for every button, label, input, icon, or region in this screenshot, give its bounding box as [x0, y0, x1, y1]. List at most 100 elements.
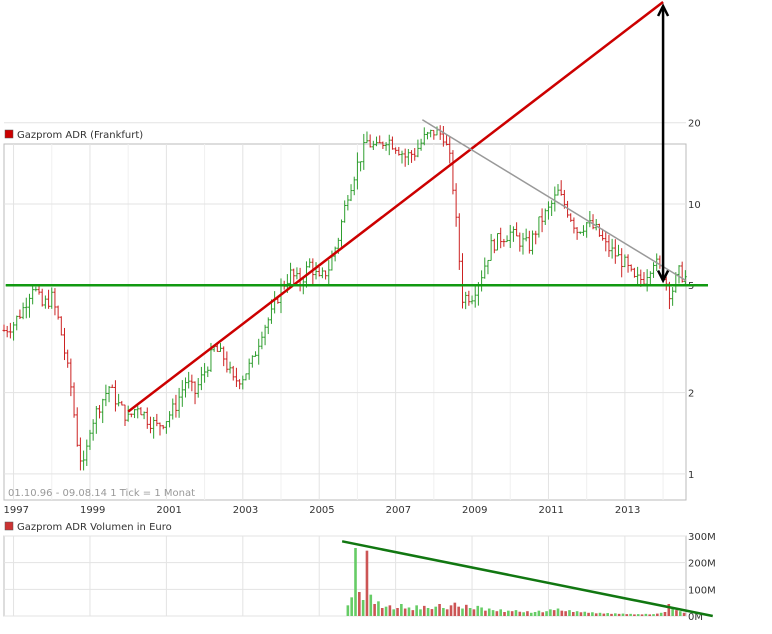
- volume-bar: [484, 610, 487, 616]
- ohlc-bar: [527, 230, 531, 254]
- volume-bar: [644, 613, 648, 616]
- ohlc-bar: [629, 264, 633, 272]
- volume-y-tick-label: 0M: [688, 612, 703, 623]
- volume-bar: [510, 611, 514, 616]
- ohlc-bar: [177, 387, 181, 418]
- ohlc-bar: [104, 384, 108, 407]
- volume-bar: [461, 608, 464, 616]
- volume-bar: [465, 604, 468, 616]
- ohlc-bar: [505, 235, 509, 243]
- ohlc-bar: [238, 379, 242, 390]
- ohlc-bar: [636, 266, 640, 286]
- ohlc-bar: [588, 211, 592, 228]
- ohlc-bar: [397, 146, 401, 156]
- volume-bars: [346, 548, 686, 616]
- volume-bar: [617, 613, 621, 616]
- volume-bar: [614, 613, 617, 616]
- ohlc-bar: [107, 385, 111, 403]
- volume-bar: [518, 611, 522, 616]
- ohlc-bar: [228, 361, 232, 374]
- ohlc-bar: [244, 373, 248, 381]
- ohlc-bar: [148, 416, 152, 434]
- volume-bar: [648, 614, 652, 616]
- ohlc-bar: [193, 381, 197, 405]
- volume-bar: [365, 550, 369, 616]
- volume-bar: [415, 605, 418, 616]
- y-tick-label: 2: [688, 389, 694, 400]
- price-ticks: 1997 1999 2001 2003 2005 2007 2009 2011 2013 1 2 5 1…: [4, 119, 701, 516]
- volume-bar: [564, 611, 567, 616]
- ohlc-bar: [72, 382, 76, 418]
- volume-bar: [591, 612, 594, 616]
- ohlc-bar: [266, 317, 270, 335]
- volume-bar: [560, 610, 564, 616]
- ohlc-bar: [59, 316, 63, 336]
- price-trendline: [127, 1, 664, 413]
- ohlc-bar: [617, 244, 621, 257]
- ohlc-bar: [572, 217, 576, 234]
- ohlc-bar: [384, 142, 388, 151]
- volume-plot-area: [3, 535, 687, 617]
- volume-bar: [522, 612, 525, 616]
- volume-bar: [678, 611, 682, 616]
- ohlc-bar: [187, 371, 191, 389]
- ohlc-bar: [234, 367, 238, 388]
- ohlc-bar: [88, 429, 92, 450]
- ohlc-bar: [467, 290, 471, 306]
- ohlc-bar: [18, 309, 22, 319]
- ohlc-bar: [136, 405, 140, 419]
- x-tick-label: 2005: [309, 505, 334, 516]
- ohlc-bar: [460, 253, 464, 309]
- ohlc-bar: [419, 138, 423, 151]
- volume-bar: [675, 610, 678, 616]
- ohlc-bar: [203, 363, 207, 383]
- volume-bar: [384, 606, 388, 616]
- ohlc-bar: [69, 358, 73, 397]
- ohlc-bar: [543, 208, 547, 225]
- volume-bar: [602, 613, 606, 616]
- x-tick-label: 2009: [462, 505, 487, 516]
- ohlc-bar: [120, 400, 124, 406]
- ohlc-bar: [375, 136, 379, 147]
- ohlc-bar: [142, 411, 146, 420]
- volume-bar: [621, 613, 625, 616]
- x-tick-label: 2003: [233, 505, 258, 516]
- ohlc-bar: [362, 133, 366, 170]
- y-tick-label: 1: [688, 470, 694, 481]
- ohlc-bar: [457, 213, 461, 270]
- ohlc-bar: [133, 409, 137, 419]
- ohlc-bar: [597, 223, 601, 237]
- ohlc-bar: [94, 405, 98, 434]
- ohlc-bar: [515, 222, 519, 237]
- ohlc-bar: [613, 239, 617, 264]
- volume-bar: [545, 611, 548, 616]
- ohlc-bar: [257, 338, 261, 365]
- ohlc-bar: [260, 331, 264, 350]
- ohlc-bar: [486, 259, 490, 275]
- volume-bar: [350, 597, 353, 616]
- volume-bar: [556, 608, 560, 616]
- ohlc-bar: [196, 378, 200, 398]
- ohlc-bar: [594, 218, 598, 231]
- ohlc-bar: [677, 265, 681, 284]
- ohlc-bar: [626, 254, 630, 273]
- ohlc-bar: [581, 225, 585, 236]
- ohlc-bar: [607, 235, 611, 257]
- ohlc-bar: [91, 419, 95, 441]
- ohlc-bar: [451, 150, 455, 195]
- ohlc-bar: [390, 136, 394, 150]
- volume-bar: [640, 614, 644, 616]
- x-tick-label: 1999: [80, 505, 105, 516]
- volume-bar: [633, 614, 636, 616]
- x-tick-label: 2013: [615, 505, 640, 516]
- ohlc-bar: [550, 200, 554, 216]
- ohlc-bar: [320, 267, 324, 279]
- price-grid: [4, 122, 686, 500]
- price-legend-label: Gazprom ADR (Frankfurt): [17, 130, 143, 141]
- volume-bar: [629, 613, 632, 616]
- ohlc-bar: [559, 180, 563, 196]
- ohlc-bar: [78, 437, 82, 471]
- volume-bar: [403, 608, 407, 616]
- ohlc-bar: [225, 351, 229, 373]
- volume-bar: [388, 605, 392, 616]
